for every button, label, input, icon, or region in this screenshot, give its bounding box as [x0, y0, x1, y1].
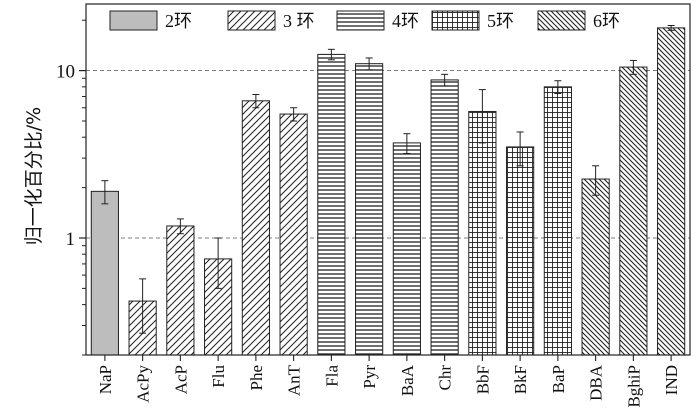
x-tick-label-Flu: Flu	[209, 365, 228, 388]
legend-label-4: 4环	[392, 11, 419, 31]
legend-entry-2: 2环	[109, 10, 192, 31]
bar-DBA	[581, 178, 610, 356]
bar-BkF	[506, 146, 535, 356]
x-tick-label-NaP: NaP	[96, 365, 115, 394]
x-tick-label-IND: IND	[662, 365, 681, 395]
error-bar-BaP	[554, 80, 562, 94]
bar-Pyr	[355, 63, 384, 356]
legend-entry-5: 5环	[431, 10, 514, 31]
x-tick-label-BghiP: BghiP	[624, 365, 643, 408]
bar-Fla	[317, 53, 346, 356]
error-bar-BbF	[478, 89, 486, 144]
x-tick-label-Phe: Phe	[247, 365, 266, 391]
bar-BbF	[468, 110, 497, 356]
error-bar-IND	[667, 24, 675, 31]
y-axis-label: 归一化百分比/%	[23, 107, 45, 245]
y-tick-label-10: 10	[56, 62, 75, 83]
error-bar-DBA	[592, 165, 600, 196]
legend-swatch-3	[227, 10, 276, 31]
bar-AcP	[166, 225, 195, 356]
error-bar-BaA	[403, 133, 411, 154]
y-axis-ticks: 1 10	[56, 19, 86, 356]
plot-frame	[85, 3, 691, 356]
x-tick-label-BbF: BbF	[473, 365, 492, 394]
legend: 2环 3 环 4环 5环 6环	[109, 10, 620, 31]
x-tick-label-AnT: AnT	[285, 364, 304, 396]
legend-swatch-2	[109, 10, 158, 31]
error-bars	[101, 24, 675, 334]
legend-label-2: 2环	[165, 11, 192, 31]
legend-swatch-5	[431, 10, 480, 31]
error-bar-AcPy	[139, 278, 147, 334]
legend-entry-3: 3 环	[227, 10, 315, 31]
legend-label-5: 5环	[487, 11, 514, 31]
error-bar-BkF	[516, 131, 524, 167]
legend-swatch-6	[537, 10, 586, 31]
x-tick-label-Chr: Chr	[436, 365, 455, 391]
bar-Chr	[430, 79, 459, 356]
error-bar-Chr	[441, 73, 449, 87]
x-axis-ticks: NaP AcPy AcP Flu Phe AnT Fla Pyr BaA Chr BbF BkF BaP…	[96, 355, 681, 408]
bar-IND	[657, 27, 686, 356]
error-bar-Phe	[252, 93, 260, 109]
x-tick-label-BkF: BkF	[511, 365, 530, 394]
error-bar-Pyr	[365, 57, 373, 71]
bar-BghiP	[619, 66, 648, 356]
legend-swatch-4	[336, 10, 385, 31]
error-bar-AnT	[290, 107, 298, 122]
bar-BaA	[392, 142, 421, 356]
x-tick-label-DBA: DBA	[587, 364, 606, 401]
error-bar-BghiP	[629, 59, 637, 75]
legend-label-6: 6环	[593, 11, 620, 31]
bar-AnT	[279, 113, 308, 356]
error-bar-AcP	[176, 218, 184, 235]
error-bar-Flu	[214, 237, 222, 289]
bar-NaP	[90, 190, 119, 356]
x-tick-label-Pyr: Pyr	[360, 365, 379, 389]
x-tick-label-AcPy: AcPy	[134, 365, 153, 403]
x-tick-label-BaA: BaA	[398, 364, 417, 396]
bar-Phe	[241, 100, 270, 356]
y-tick-label-1: 1	[66, 229, 76, 250]
error-bar-Fla	[327, 48, 335, 61]
x-tick-label-AcP: AcP	[171, 365, 190, 394]
bar-BaP	[543, 86, 572, 356]
x-tick-label-Fla: Fla	[322, 365, 341, 387]
legend-label-3: 3 环	[283, 11, 315, 31]
x-tick-label-BaP: BaP	[549, 365, 568, 393]
error-bar-NaP	[101, 180, 109, 205]
legend-entry-4: 4环	[336, 10, 419, 31]
legend-entry-6: 6环	[537, 10, 620, 31]
